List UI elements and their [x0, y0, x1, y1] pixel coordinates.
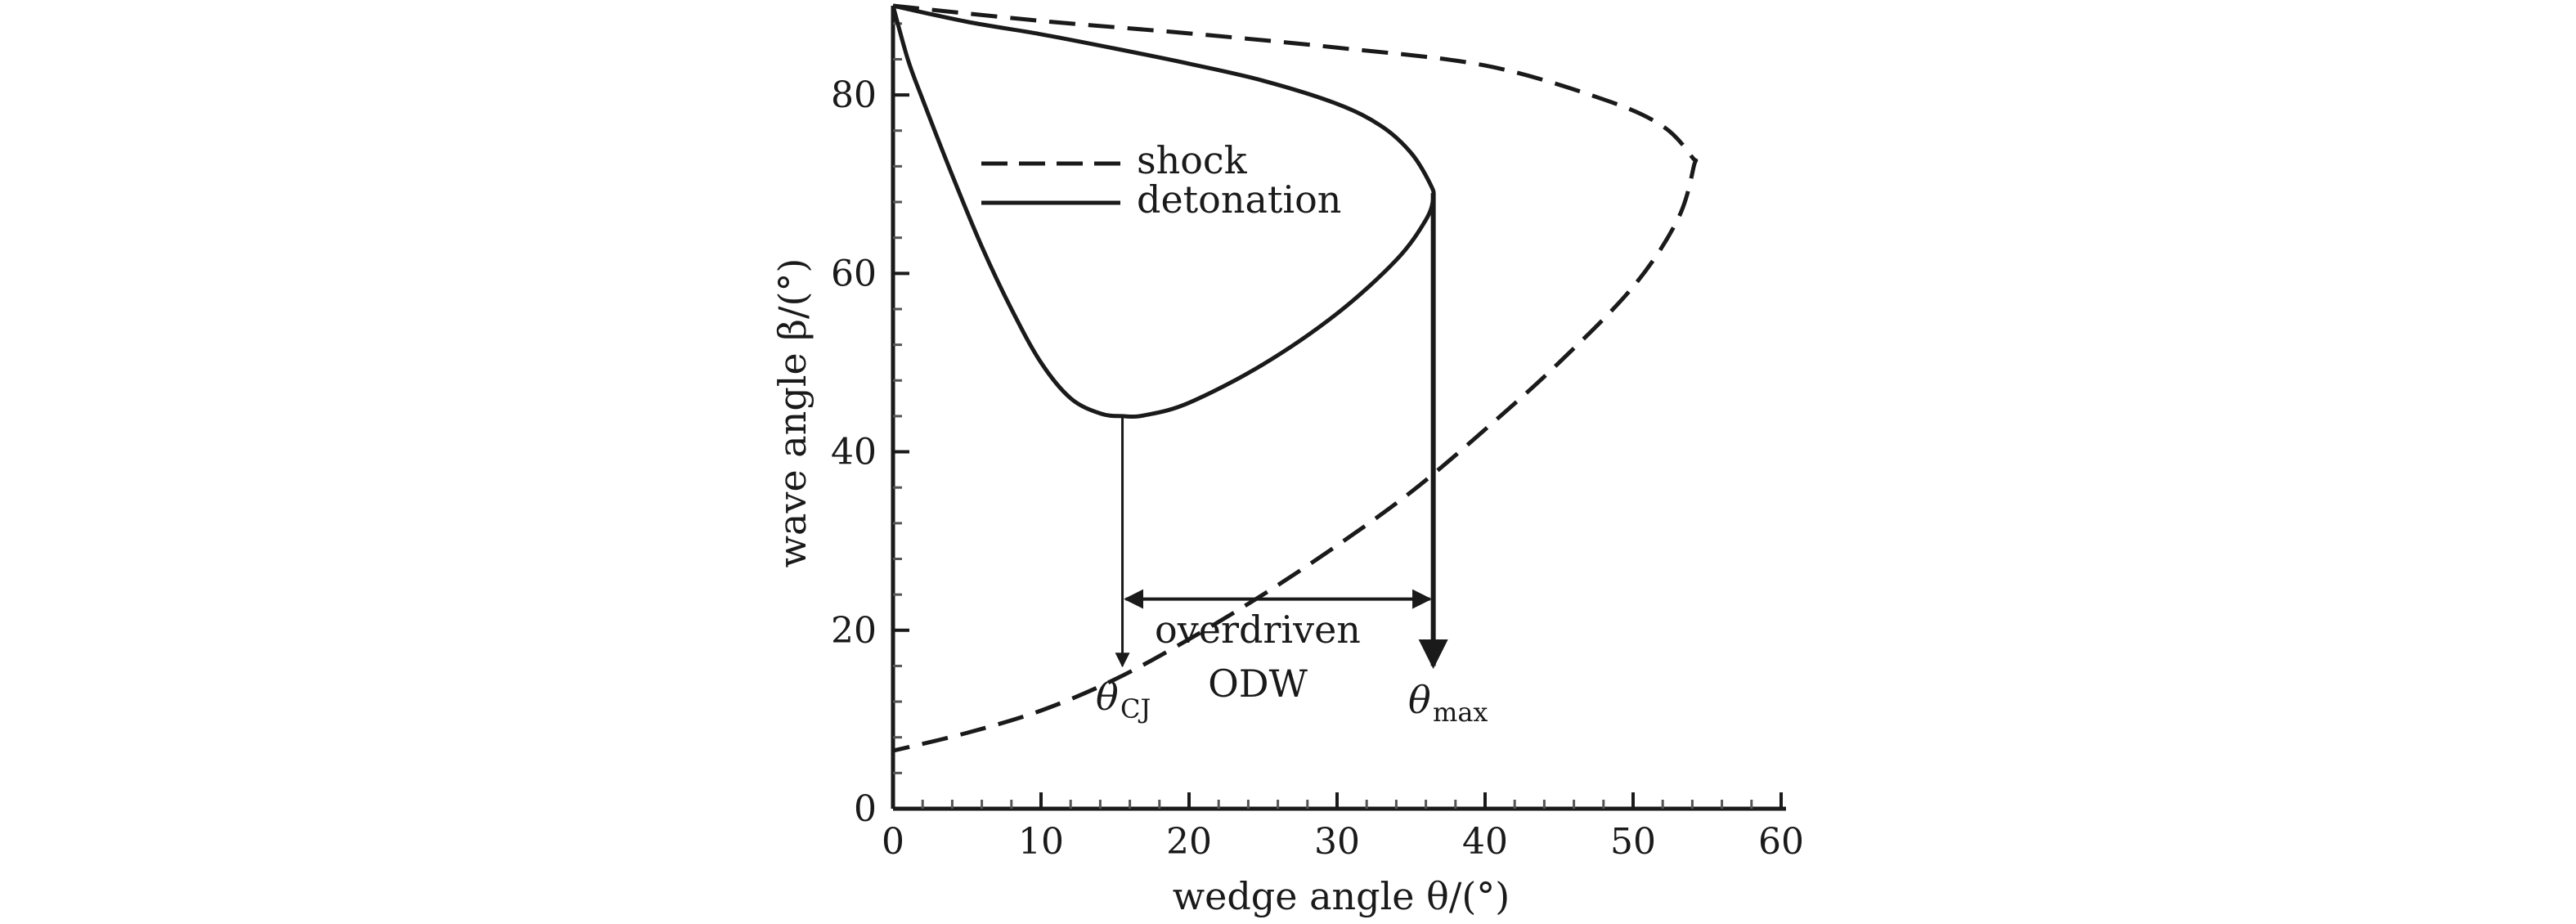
x-tick-label: 40 — [1462, 821, 1508, 863]
theta-cj-symbol: θ — [1096, 675, 1119, 719]
x-tick-label: 30 — [1314, 821, 1360, 863]
x-axis-title: wedge angle θ/(°) — [1173, 874, 1510, 918]
theta-max-symbol: θ — [1408, 678, 1431, 722]
legend: shock detonation — [981, 138, 1341, 222]
x-tick-label: 20 — [1166, 821, 1212, 863]
axes — [891, 6, 1786, 811]
annotation-theta-max: θ max — [1408, 678, 1488, 728]
legend-label-detonation: detonation — [1137, 177, 1341, 222]
y-axis-title: wave angle β/(°) — [770, 258, 815, 568]
x-tick-label: 10 — [1018, 821, 1064, 863]
x-tick-label: 60 — [1758, 821, 1804, 863]
y-tick-label: 40 — [831, 432, 877, 473]
annotation-odw: ODW — [1208, 662, 1308, 706]
annotations — [1115, 193, 1448, 670]
ticks: 0 10 20 30 40 50 60 0 20 40 60 80 — [831, 22, 1804, 863]
theta-cj-subscript: CJ — [1120, 693, 1151, 724]
series-line-detonation — [891, 3, 1436, 419]
series-line-shock — [892, 3, 1699, 753]
y-tick-label: 20 — [831, 610, 877, 652]
legend-label-shock: shock — [1137, 138, 1248, 182]
y-tick-label: 60 — [831, 253, 877, 294]
annotation-theta-cj: θ CJ — [1096, 675, 1151, 724]
y-tick-label: 0 — [854, 788, 877, 830]
x-tick-label: 0 — [882, 821, 904, 863]
series-layer — [891, 3, 1699, 753]
y-tick-label: 80 — [831, 74, 877, 116]
x-tick-label: 50 — [1610, 821, 1656, 863]
theta-max-subscript: max — [1433, 697, 1488, 728]
annotation-overdriven: overdriven — [1155, 608, 1361, 652]
